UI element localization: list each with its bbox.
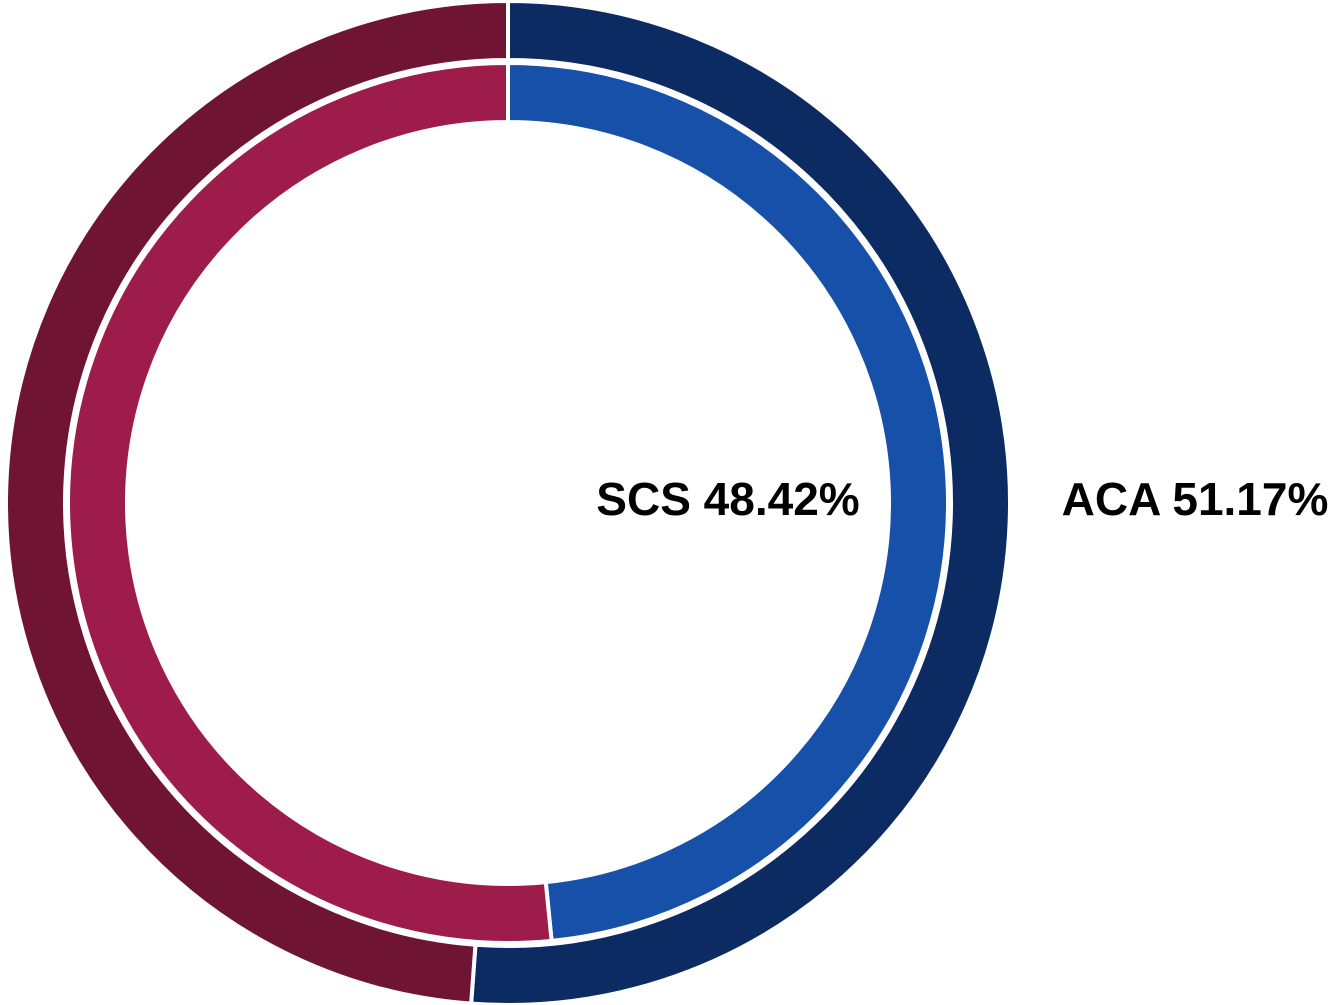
donut-segment bbox=[4, 0, 510, 1005]
donut-segment bbox=[469, 0, 1012, 1005]
segment-label: SCS 48.42% bbox=[596, 473, 859, 525]
segment-label: ACA 51.17% bbox=[1062, 473, 1329, 525]
donut-segment bbox=[506, 60, 950, 944]
donut-segment bbox=[66, 60, 554, 945]
